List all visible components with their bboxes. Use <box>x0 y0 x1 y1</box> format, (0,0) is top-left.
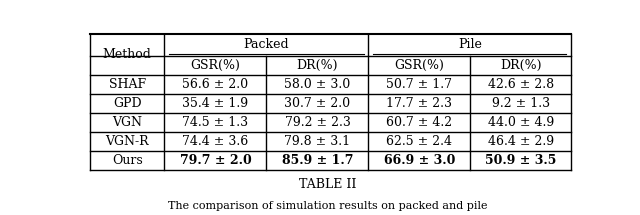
Text: 74.4 ± 3.6: 74.4 ± 3.6 <box>182 135 248 148</box>
Text: GPD: GPD <box>113 97 141 110</box>
Text: 9.2 ± 1.3: 9.2 ± 1.3 <box>492 97 550 110</box>
Text: DR(%): DR(%) <box>500 59 541 72</box>
Text: 58.0 ± 3.0: 58.0 ± 3.0 <box>284 78 351 91</box>
Text: 42.6 ± 2.8: 42.6 ± 2.8 <box>488 78 554 91</box>
Text: 62.5 ± 2.4: 62.5 ± 2.4 <box>387 135 452 148</box>
Text: Pile: Pile <box>458 38 482 51</box>
Text: 79.7 ± 2.0: 79.7 ± 2.0 <box>180 154 252 167</box>
Text: Ours: Ours <box>112 154 143 167</box>
Text: Method: Method <box>103 48 152 61</box>
Text: VGN: VGN <box>112 116 142 129</box>
Text: 44.0 ± 4.9: 44.0 ± 4.9 <box>488 116 554 129</box>
Text: VGN-R: VGN-R <box>106 135 149 148</box>
Text: 56.6 ± 2.0: 56.6 ± 2.0 <box>182 78 248 91</box>
Text: 66.9 ± 3.0: 66.9 ± 3.0 <box>384 154 455 167</box>
Text: DR(%): DR(%) <box>297 59 338 72</box>
Text: 35.4 ± 1.9: 35.4 ± 1.9 <box>182 97 248 110</box>
Text: 79.2 ± 2.3: 79.2 ± 2.3 <box>285 116 351 129</box>
Text: The comparison of simulation results on packed and pile: The comparison of simulation results on … <box>168 201 488 211</box>
Text: Packed: Packed <box>244 38 289 51</box>
Text: 17.7 ± 2.3: 17.7 ± 2.3 <box>387 97 452 110</box>
Text: SHAF: SHAF <box>109 78 146 91</box>
Text: 30.7 ± 2.0: 30.7 ± 2.0 <box>284 97 351 110</box>
Text: 60.7 ± 4.2: 60.7 ± 4.2 <box>387 116 452 129</box>
Text: 85.9 ± 1.7: 85.9 ± 1.7 <box>282 154 353 167</box>
Text: 74.5 ± 1.3: 74.5 ± 1.3 <box>182 116 248 129</box>
Text: 50.7 ± 1.7: 50.7 ± 1.7 <box>387 78 452 91</box>
Text: 79.8 ± 3.1: 79.8 ± 3.1 <box>284 135 351 148</box>
Text: GSR(%): GSR(%) <box>394 59 444 72</box>
Text: 46.4 ± 2.9: 46.4 ± 2.9 <box>488 135 554 148</box>
Text: TABLE II: TABLE II <box>300 178 356 191</box>
Text: 50.9 ± 3.5: 50.9 ± 3.5 <box>485 154 556 167</box>
Text: GSR(%): GSR(%) <box>191 59 241 72</box>
